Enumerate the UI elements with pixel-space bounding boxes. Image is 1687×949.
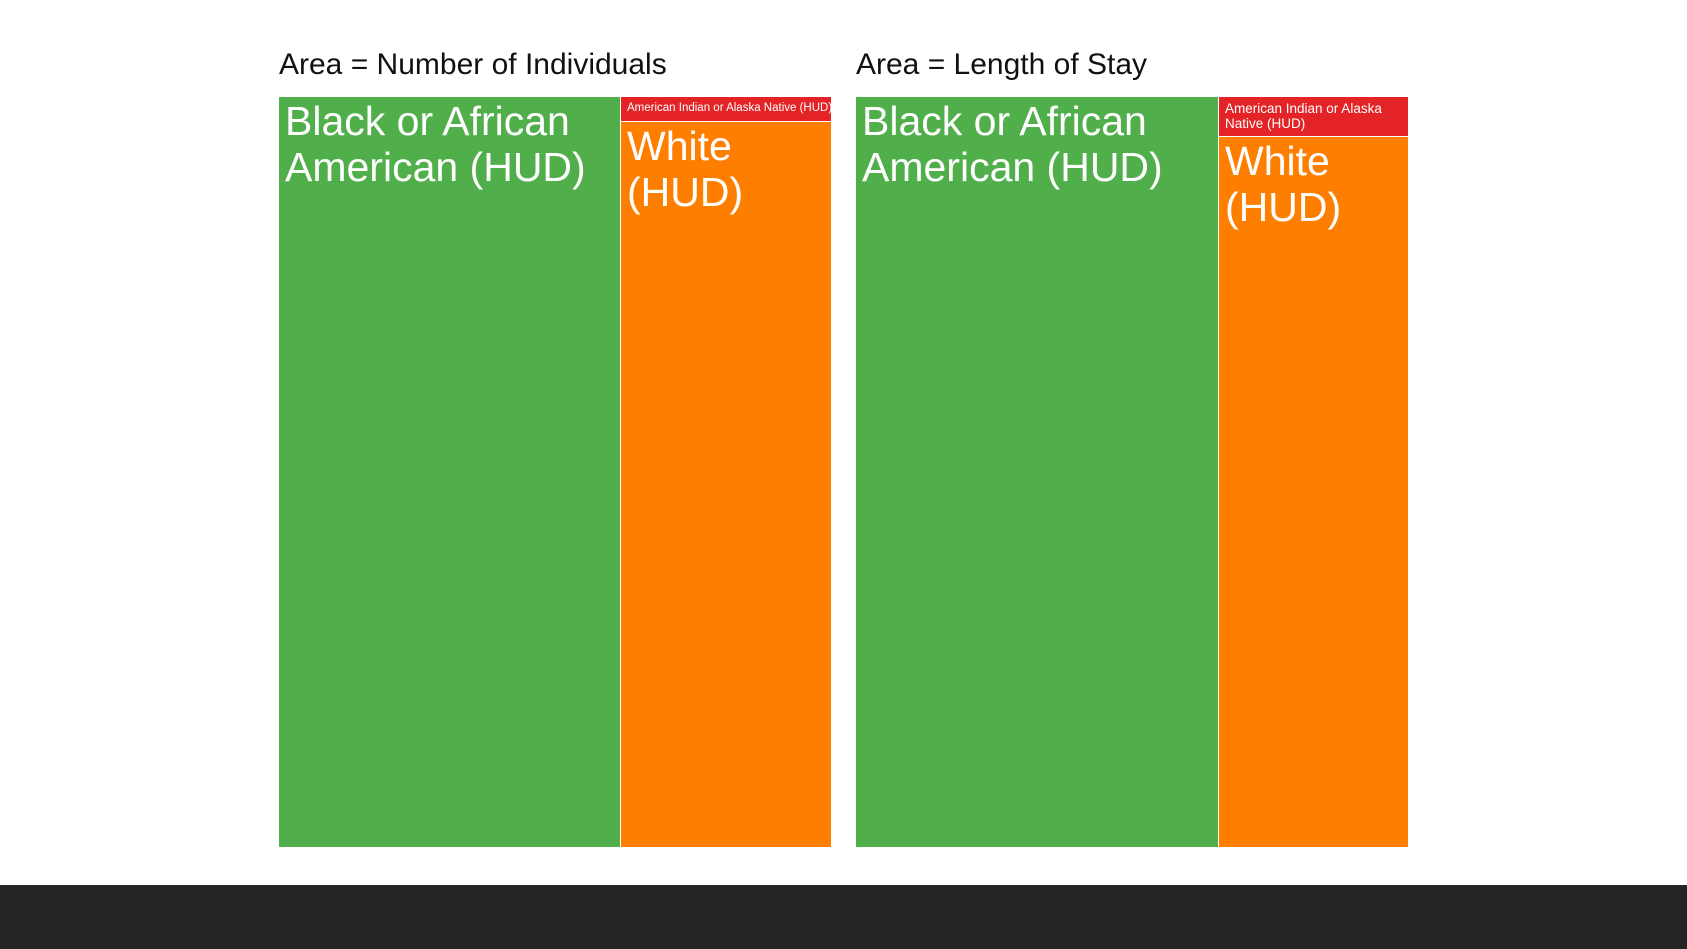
treemap-cell-american-indian-or-alaska-native-hud: American Indian or Alaska Native (HUD) xyxy=(1219,97,1408,136)
chart-title-individuals: Area = Number of Individuals xyxy=(279,48,667,81)
treemap-cell-white-hud: White (HUD) xyxy=(621,122,831,847)
treemap-label-american-indian-or-alaska-native-hud: American Indian or Alaska Native (HUD) xyxy=(1225,101,1382,131)
treemap-label-white-hud: White (HUD) xyxy=(1225,138,1342,230)
treemap-cell-american-indian-or-alaska-native-hud: American Indian or Alaska Native (HUD) xyxy=(621,97,831,121)
treemap-label-black-or-african-american-hud: Black or African American (HUD) xyxy=(862,98,1163,190)
chart-title-length-of-stay: Area = Length of Stay xyxy=(856,48,1148,81)
treemap-label-black-or-african-american-hud: Black or African American (HUD) xyxy=(285,98,586,190)
treemap-cell-black-or-african-american-hud: Black or African American (HUD) xyxy=(856,97,1218,847)
footer-bar xyxy=(0,885,1687,949)
treemap-cell-white-hud: White (HUD) xyxy=(1219,137,1408,847)
treemap-label-american-indian-or-alaska-native-hud: American Indian or Alaska Native (HUD) xyxy=(627,102,831,114)
treemap-length-of-stay: Black or African American (HUD) American … xyxy=(856,97,1408,847)
treemap-individuals: Black or African American (HUD) American … xyxy=(279,97,831,847)
treemap-cell-black-or-african-american-hud: Black or African American (HUD) xyxy=(279,97,620,847)
treemap-label-white-hud: White (HUD) xyxy=(627,123,744,215)
